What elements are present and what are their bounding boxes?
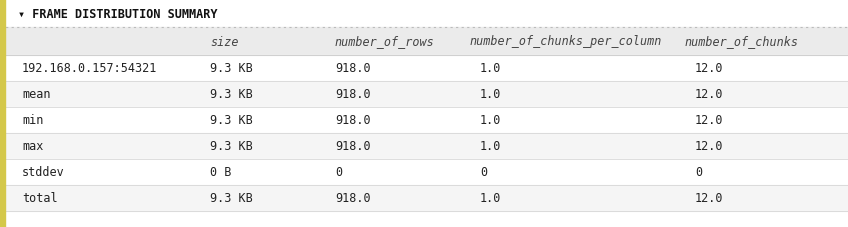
Bar	[0, 0, 848, 28]
Text: 12.0: 12.0	[695, 114, 723, 127]
Text: number_of_rows: number_of_rows	[335, 35, 435, 48]
Bar	[0, 0, 5, 227]
Text: 1.0: 1.0	[480, 140, 501, 153]
Text: 1.0: 1.0	[480, 62, 501, 75]
Bar	[0, 185, 848, 211]
Text: 0: 0	[480, 166, 487, 179]
Text: 1.0: 1.0	[480, 114, 501, 127]
Text: ▾ FRAME DISTRIBUTION SUMMARY: ▾ FRAME DISTRIBUTION SUMMARY	[18, 7, 217, 20]
Text: number_of_chunks: number_of_chunks	[685, 35, 799, 48]
Text: max: max	[22, 140, 43, 153]
Text: stddev: stddev	[22, 166, 64, 179]
Text: mean: mean	[22, 88, 51, 101]
Bar	[0, 56, 848, 82]
Text: 1.0: 1.0	[480, 192, 501, 205]
Text: 1.0: 1.0	[480, 88, 501, 101]
Bar	[0, 108, 848, 133]
Text: number_of_chunks_per_column: number_of_chunks_per_column	[470, 35, 662, 48]
Text: 918.0: 918.0	[335, 192, 371, 205]
Bar	[0, 28, 848, 56]
Text: 0 B: 0 B	[210, 166, 232, 179]
Text: total: total	[22, 192, 58, 205]
Text: 192.168.0.157:54321: 192.168.0.157:54321	[22, 62, 158, 75]
Text: 9.3 KB: 9.3 KB	[210, 114, 253, 127]
Bar	[0, 159, 848, 185]
Text: 918.0: 918.0	[335, 114, 371, 127]
Text: 9.3 KB: 9.3 KB	[210, 62, 253, 75]
Text: 918.0: 918.0	[335, 62, 371, 75]
Text: 0: 0	[695, 166, 702, 179]
Text: 0: 0	[335, 166, 342, 179]
Text: min: min	[22, 114, 43, 127]
Text: 12.0: 12.0	[695, 62, 723, 75]
Text: 918.0: 918.0	[335, 88, 371, 101]
Text: 12.0: 12.0	[695, 140, 723, 153]
Text: 12.0: 12.0	[695, 192, 723, 205]
Bar	[0, 133, 848, 159]
Text: 9.3 KB: 9.3 KB	[210, 88, 253, 101]
Text: 9.3 KB: 9.3 KB	[210, 140, 253, 153]
Text: 12.0: 12.0	[695, 88, 723, 101]
Bar	[0, 82, 848, 108]
Text: 918.0: 918.0	[335, 140, 371, 153]
Text: size: size	[210, 35, 238, 48]
Text: 9.3 KB: 9.3 KB	[210, 192, 253, 205]
